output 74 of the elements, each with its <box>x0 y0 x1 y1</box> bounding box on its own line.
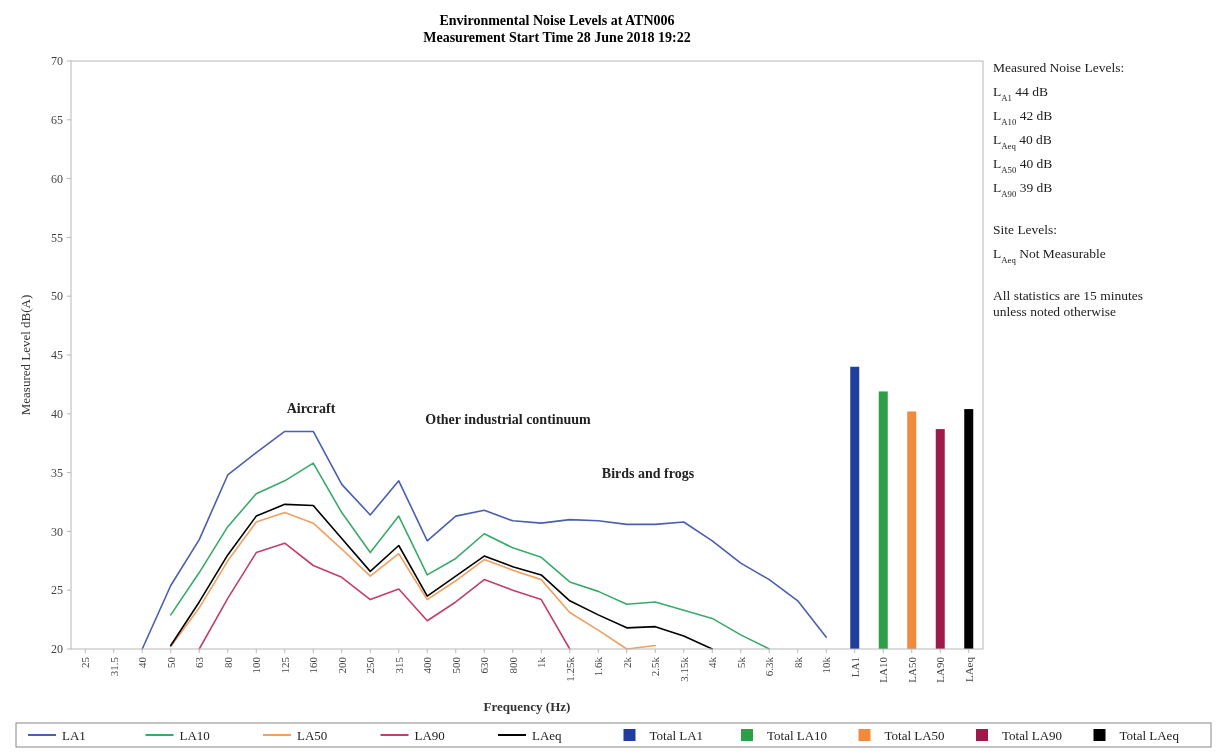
y-tick-label: 40 <box>51 407 63 421</box>
x-tick-label: 31.5 <box>107 656 120 677</box>
y-tick-label: 50 <box>51 289 63 304</box>
legend-label: LA1 <box>62 727 86 743</box>
line-series <box>141 430 828 650</box>
annotation: Other industrial continuum <box>425 412 592 427</box>
line-series <box>198 542 571 650</box>
x-axis-title: Frequency (Hz) <box>483 699 571 714</box>
legend-label: LA10 <box>179 727 210 743</box>
y-tick-label: 45 <box>51 348 63 363</box>
x-tick-label: 400 <box>421 656 434 674</box>
text: L$_{A1}$ 44 dB <box>993 84 1048 103</box>
line-series <box>169 462 771 650</box>
x-tick-label: 63 <box>193 656 206 668</box>
legend-label: Total LA90 <box>1002 727 1063 743</box>
text: L$_{A10}$ 42 dB <box>993 108 1053 127</box>
x-tick-label: LA10 <box>877 656 890 683</box>
x-tick-label: 6.3k <box>763 656 776 677</box>
text: L$_{A90}$ 39 dB <box>993 180 1053 199</box>
y-tick-label: 70 <box>51 54 63 69</box>
x-tick-label: 200 <box>335 656 348 674</box>
y-tick-label: 25 <box>51 583 63 598</box>
x-tick-label: 1.6k <box>592 656 605 677</box>
y-axis-title: Measured Level dB(A) <box>18 294 33 416</box>
x-tick-label: 100 <box>250 656 263 674</box>
x-tick-label: 10k <box>820 656 833 674</box>
x-tick-label: 500 <box>449 656 462 674</box>
y-tick-label: 65 <box>51 113 63 127</box>
legend-label: Total LA1 <box>649 727 704 743</box>
chart-title: Environmental Noise Levels at ATN006 <box>439 13 675 28</box>
x-tick-label: LA90 <box>934 656 947 683</box>
x-tick-label: LA1 <box>848 657 861 678</box>
x-tick-label: LA50 <box>905 656 918 683</box>
y-tick-label: 30 <box>51 524 63 539</box>
x-tick-label: 125 <box>278 656 291 674</box>
annotation: Birds and frogs <box>601 466 695 481</box>
legend-label: LAeq <box>532 727 563 743</box>
x-tick-label: 800 <box>506 656 519 674</box>
x-tick-label: 40 <box>136 656 149 668</box>
x-tick-label: 80 <box>221 656 234 668</box>
legend-label: Total LA10 <box>767 727 828 743</box>
x-tick-label: 5k <box>734 656 747 668</box>
x-tick-label: 160 <box>307 656 320 674</box>
x-tick-label: 630 <box>478 656 491 674</box>
text: L$_{A50}$ 40 dB <box>993 156 1053 175</box>
y-tick-label: 55 <box>51 230 63 245</box>
x-tick-label: 2.5k <box>649 656 662 677</box>
x-tick-label: LAeq <box>962 656 975 683</box>
text: L$_{Aeq}$ Not Measurable <box>993 246 1106 265</box>
x-tick-label: 3.15k <box>677 656 690 682</box>
text: Measured Noise Levels: <box>993 60 1125 75</box>
x-tick-label: 4k <box>706 656 719 668</box>
x-tick-label: 315 <box>392 656 405 674</box>
legend-label: Total LA50 <box>884 727 945 743</box>
legend-label: LA50 <box>297 727 328 743</box>
chart-subtitle: Measurement Start Time 28 June 2018 19:22 <box>423 30 691 45</box>
legend-label: LA90 <box>414 727 445 743</box>
line-series <box>169 511 657 650</box>
legend-label: Total LAeq <box>1119 727 1180 743</box>
y-tick-label: 20 <box>51 642 63 657</box>
x-tick-label: 8k <box>791 656 804 668</box>
x-tick-label: 1.25k <box>563 656 576 682</box>
y-tick-label: 60 <box>51 171 63 186</box>
x-tick-label: 50 <box>164 656 177 668</box>
text: All statistics are 15 minutes unless noted otherwise <box>993 288 1143 319</box>
y-tick-label: 35 <box>51 465 63 480</box>
line-series <box>169 503 714 650</box>
x-tick-label: 25 <box>79 656 92 668</box>
text: L$_{Aeq}$ 40 dB <box>993 132 1052 151</box>
annotation: Aircraft <box>286 401 336 416</box>
x-tick-label: 2k <box>620 656 633 668</box>
text: Site Levels: <box>993 222 1058 237</box>
x-tick-label: 250 <box>364 656 377 674</box>
x-tick-label: 1k <box>535 656 548 668</box>
